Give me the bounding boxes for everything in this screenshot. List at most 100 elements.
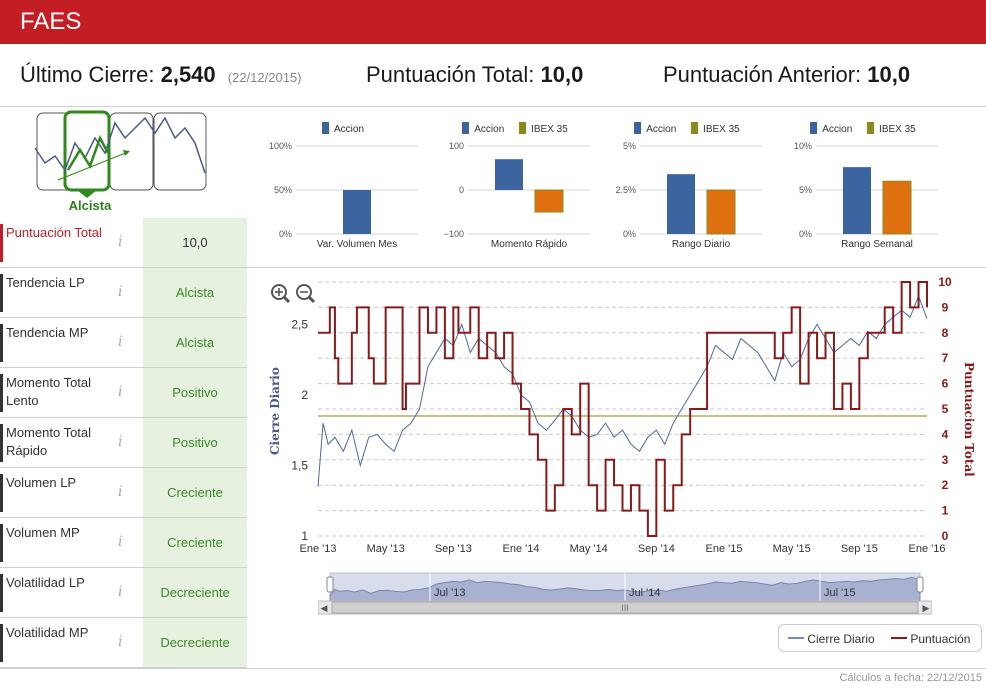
row-marker	[0, 524, 3, 562]
trend-sparkline-active	[66, 134, 110, 171]
y2-tick-label: 10	[938, 275, 952, 289]
legend-item[interactable]: Accion	[321, 122, 364, 135]
divider	[0, 106, 986, 107]
footer: Cálculos a fecha: 22/12/2015	[0, 668, 986, 689]
y2-tick-label: 3	[942, 453, 949, 467]
chart-bar	[706, 189, 736, 235]
info-icon[interactable]: i	[118, 634, 123, 650]
legend-item[interactable]: IBEX 35	[691, 122, 740, 135]
row-marker	[0, 374, 3, 412]
legend-swatch	[634, 122, 642, 134]
table-row: Volatilidad MP i Decreciente	[0, 618, 247, 668]
navigator-handle-left	[326, 576, 334, 593]
mini-legend: Accion IBEX 35	[778, 122, 948, 135]
row-label: Momento Total Lento	[6, 375, 92, 408]
app-title: FAES	[20, 8, 82, 35]
table-row: Momento Total Lento i Positivo	[0, 368, 247, 418]
y2-axis-label: Puntuacion Total	[962, 362, 976, 477]
navigator-label: Jul '14	[629, 587, 660, 599]
legend-item[interactable]: Accion	[810, 122, 853, 135]
trend-panel-far	[153, 112, 207, 191]
legend-line-score	[891, 637, 907, 639]
x-tick-label: May '14	[570, 543, 608, 555]
info-icon[interactable]: i	[118, 334, 123, 350]
row-marker	[0, 474, 3, 512]
legend-swatch	[321, 122, 329, 134]
series-line-price	[317, 294, 928, 487]
category-label: Rango Diario	[672, 239, 731, 250]
legend-item[interactable]: IBEX 35	[867, 122, 916, 135]
row-label: Volatilidad LP	[6, 575, 85, 590]
legend-item-score[interactable]: Puntuación	[891, 632, 970, 646]
legend-label: IBEX 35	[531, 124, 568, 135]
legend-score-label: Puntuación	[910, 632, 971, 646]
legend-item[interactable]: Accion	[634, 122, 677, 135]
zoom-out-icon[interactable]	[296, 284, 316, 304]
tick-label: 0%	[623, 229, 636, 239]
legend-item[interactable]: IBEX 35	[519, 122, 568, 135]
info-icon[interactable]: i	[118, 584, 123, 600]
chart-bar	[495, 159, 523, 190]
tick-label: 0%	[279, 229, 292, 239]
row-value: Creciente	[143, 518, 247, 567]
trend-indicator	[34, 110, 207, 198]
legend-item[interactable]: Accion	[462, 122, 505, 135]
row-marker	[0, 424, 3, 462]
mini-legend: Accion IBEX 35	[602, 122, 772, 135]
info-icon[interactable]: i	[118, 384, 123, 400]
x-tick-label: Ene '14	[503, 543, 540, 555]
legend-swatch	[519, 122, 527, 134]
category-label: Var. Volumen Mes	[317, 239, 397, 250]
row-value: Positivo	[143, 418, 247, 467]
y-tick-label: 1	[301, 529, 308, 543]
trend-sparkline	[34, 116, 206, 174]
total-score: Puntuación Total: 10,0	[366, 62, 583, 88]
row-value: Creciente	[143, 468, 247, 517]
info-icon[interactable]: i	[118, 234, 123, 250]
row-value: Alcista	[143, 318, 247, 367]
table-row: Tendencia LP i Alcista	[0, 268, 247, 318]
trend-label: Alcista	[68, 198, 112, 213]
legend-label: Accion	[822, 124, 853, 135]
tick-label: 5%	[623, 141, 636, 151]
row-marker	[0, 574, 3, 612]
y-tick-label: 1,5	[291, 458, 308, 472]
category-label: Momento Rápido	[491, 239, 568, 250]
navigator-label: Jul '13	[434, 587, 465, 599]
legend-label: Accion	[474, 124, 505, 135]
prev-score-value: 10,0	[867, 62, 911, 87]
table-row: Puntuación Total i 10,0	[0, 218, 247, 268]
legend-swatch	[867, 122, 875, 134]
x-tick-label: Sep '13	[435, 543, 472, 555]
tick-label: −100	[444, 229, 464, 239]
chart-bar	[882, 180, 912, 235]
mini-chart: Accion IBEX 35 5% 2.5% 0% Rango Diario	[602, 110, 772, 260]
y2-tick-label: 4	[942, 427, 949, 441]
navigator-scroll-thumb	[331, 601, 919, 614]
row-value: Decreciente	[143, 618, 247, 667]
legend-swatch	[462, 122, 470, 134]
tick-label: 0	[459, 185, 464, 195]
price-score-chart: Cierre Diario Puntuacion Total 109876543…	[268, 275, 976, 555]
legend-item-price[interactable]: Cierre Diario	[788, 632, 875, 646]
info-icon[interactable]: i	[118, 534, 123, 550]
scroll-grip-icon: III	[621, 603, 629, 613]
zoom-in-icon[interactable]	[271, 284, 291, 304]
row-label: Tendencia LP	[6, 275, 85, 290]
legend-label: Accion	[646, 124, 677, 135]
range-navigator[interactable]: Jul '13 Jul '14 Jul '15 ◀ ▶ III	[318, 572, 932, 616]
total-score-label: Puntuación Total:	[366, 62, 535, 87]
y-tick-label: 2	[301, 388, 308, 402]
mini-chart: Accion IBEX 35 10% 5% 0% Rango Semanal	[778, 110, 948, 260]
info-icon[interactable]: i	[118, 484, 123, 500]
row-label: Tendencia MP	[6, 325, 89, 340]
y2-tick-label: 7	[942, 351, 949, 365]
app-header: FAES	[0, 0, 986, 44]
row-marker	[0, 324, 3, 362]
info-icon[interactable]: i	[118, 434, 123, 450]
last-close: Último Cierre: 2,540 (22/12/2015)	[20, 62, 302, 88]
row-label: Momento Total Rápido	[6, 425, 92, 458]
y2-tick-label: 9	[942, 300, 949, 314]
info-icon[interactable]: i	[118, 284, 123, 300]
y2-tick-label: 1	[942, 504, 949, 518]
